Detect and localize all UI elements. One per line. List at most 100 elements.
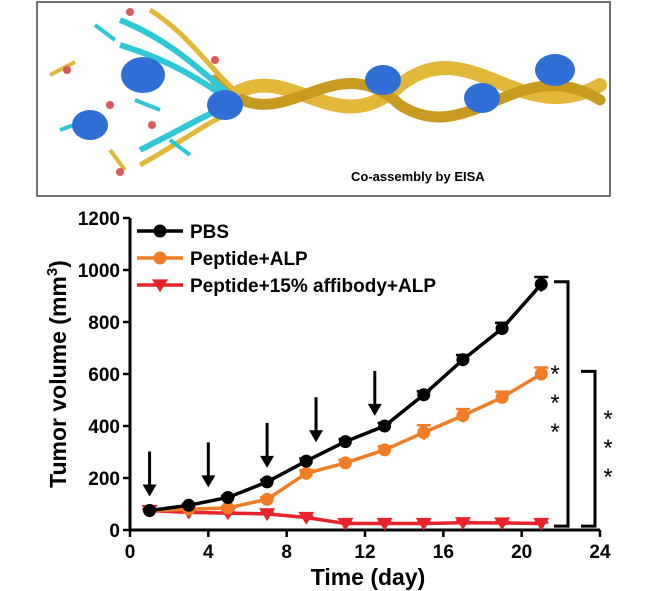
affibody-protein [207,90,243,120]
free-peptide [93,23,117,42]
twisted-fiber-right [209,74,606,123]
data-point [534,367,548,381]
data-point [259,508,276,522]
legend-entry: Peptide+ALP [137,249,308,270]
arrow-head [309,430,324,443]
significance-star: * [550,390,559,417]
legend-label: Peptide+ALP [190,249,308,270]
phosphate-dot [126,8,134,16]
free-peptide [168,138,192,157]
significance-bracket: * * * [581,369,613,528]
tick-marks: 0 200 400 600 800 1000 1200 0 4 8 12 16 20 24 [78,209,611,563]
data-point [533,517,550,531]
significance-star: * [550,361,559,388]
significance-bracket: * * * [550,280,570,528]
legend-swatch-marker [152,279,168,293]
data-point [143,504,157,517]
legend: PBS Peptide+ALP Peptide+15% affibody+ALP [137,222,436,297]
x-tick-label: 12 [354,542,375,563]
phosphate-dots-group [63,8,219,176]
data-point [495,390,509,404]
phosphate-dot [63,66,71,74]
affibody-protein [72,110,108,140]
data-point [456,409,470,423]
y-tick-label: 0 [109,521,120,542]
data-point [417,426,431,439]
series-layer [141,275,550,531]
significance-star: * [550,419,559,446]
data-point [260,475,274,489]
y-tick-label: 400 [88,417,120,438]
arrow-head [367,403,382,416]
arrow-head [142,484,157,497]
arrow-head [201,475,216,488]
y-tick-label: 200 [88,469,120,490]
data-point [299,466,313,480]
data-point [260,492,274,506]
proteins-group [72,54,575,140]
injection-arrows [142,370,382,497]
data-point [221,491,235,504]
data-point [415,517,432,531]
x-tick-label: 20 [511,542,532,563]
data-point [494,517,511,531]
y-tick-label: 1200 [78,209,120,230]
phosphate-dot [211,56,219,64]
legend-label: Peptide+15% affibody+ALP [190,276,436,297]
y-tick-label: 600 [88,365,120,386]
significance-star: * [603,435,612,462]
data-point [376,517,393,531]
x-tick-label: 24 [589,542,611,563]
injection-arrow [201,442,216,488]
x-tick-label: 8 [281,542,292,563]
x-tick-label: 4 [203,542,214,563]
y-tick-label: 800 [88,313,120,334]
x-tick-label: 16 [433,542,454,563]
significance-star: * [603,406,612,433]
y-axis-title: Tumor volume (mm3) [44,260,71,488]
data-point [534,277,548,291]
series-peptide-alp [142,366,549,517]
arrow-head [260,455,275,468]
series-pbs [142,275,549,517]
eisa-schematic: Co-assembly by EISA [36,1,611,197]
legend-entry: PBS [137,222,229,243]
schematic-caption: Co-assembly by EISA [351,169,485,184]
y-axis-title-close: ) [45,260,71,268]
free-peptides-group [49,23,192,172]
phosphate-dot [116,168,124,176]
phosphate-dot [106,101,114,109]
injection-arrow [142,451,157,497]
data-point [338,456,352,470]
x-axis-title: Time (day) [311,564,426,590]
legend-swatch-marker [153,224,167,238]
legend-entry: Peptide+15% affibody+ALP [137,276,436,297]
significance-brackets: * * * * * * [550,280,613,528]
data-point [456,353,470,367]
injection-arrow [260,422,275,468]
data-point [417,388,431,402]
data-point [454,517,471,530]
free-peptide [108,148,127,172]
y-axis-title-main: Tumor volume (mm [45,276,71,488]
significance-label: * * * [603,406,612,491]
free-peptide [49,60,76,77]
affibody-protein [365,65,401,95]
affibody-protein [535,54,575,86]
x-tick-label: 0 [125,542,136,563]
data-point [182,498,196,512]
data-point [298,511,315,525]
data-point [495,322,509,335]
affibody-protein [121,57,165,93]
y-tick-label: 1000 [78,261,120,282]
legend-label: PBS [190,222,229,243]
significance-star: * [603,464,612,491]
affibody-protein [464,83,500,113]
data-point [221,501,235,515]
data-point [299,454,313,468]
y-axis-title-unit-exponent: 3 [44,268,61,276]
injection-arrow [309,397,324,443]
data-point [338,435,352,449]
significance-label: * * * [550,361,559,446]
